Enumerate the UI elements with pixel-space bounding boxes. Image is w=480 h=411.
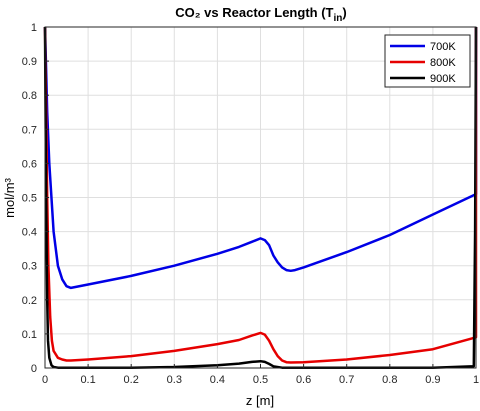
y-tick-label: 0 (31, 363, 37, 375)
y-tick-label: 1 (31, 22, 37, 34)
chart-title: CO₂ vs Reactor Length (Tin) (175, 5, 346, 24)
tick-group: 0 0.1 0.2 0.3 0.4 0.5 0.6 0.7 0.8 0.9 1 0 0.1 0.2 0.3 0… (22, 22, 479, 386)
series-line-800k (43, 26, 478, 364)
x-axis-label: z [m] (246, 393, 274, 408)
y-tick-label: 0.7 (22, 124, 37, 136)
y-tick-label: 0.6 (22, 158, 37, 170)
y-tick-label: 0.3 (22, 261, 37, 273)
x-tick-label: 0 (42, 374, 48, 386)
x-tick-label: 0.7 (339, 374, 354, 386)
y-axis-label: mol/m³ (2, 177, 17, 217)
chart-title-main: CO₂ vs Reactor Length (T (175, 5, 333, 20)
x-tick-label: 0.4 (210, 374, 225, 386)
x-tick-label: 0.3 (167, 374, 182, 386)
series-line-700k (43, 26, 478, 290)
y-tick-label: 0.1 (22, 329, 37, 341)
chart-title-subscript: in (333, 13, 342, 24)
legend: 700K 800K 900K (384, 34, 471, 88)
legend-label-800k: 800K (430, 57, 456, 69)
grid (45, 27, 476, 368)
y-tick-label: 0.4 (22, 227, 37, 239)
x-tick-label: 0.8 (382, 374, 397, 386)
legend-label-900k: 900K (430, 73, 456, 85)
x-tick-label: 0.2 (124, 374, 139, 386)
y-tick-label: 0.2 (22, 295, 37, 307)
y-tick-label: 0.5 (22, 193, 37, 205)
chart-title-close: ) (342, 5, 346, 20)
x-tick-label: 0.5 (253, 374, 268, 386)
y-tick-label: 0.8 (22, 90, 37, 102)
x-tick-label: 0.9 (425, 374, 440, 386)
x-tick-label: 0.6 (296, 374, 311, 386)
legend-label-700k: 700K (430, 41, 456, 53)
x-tick-label: 1 (473, 374, 479, 386)
x-tick-label: 0.1 (80, 374, 95, 386)
y-tick-label: 0.9 (22, 56, 37, 68)
